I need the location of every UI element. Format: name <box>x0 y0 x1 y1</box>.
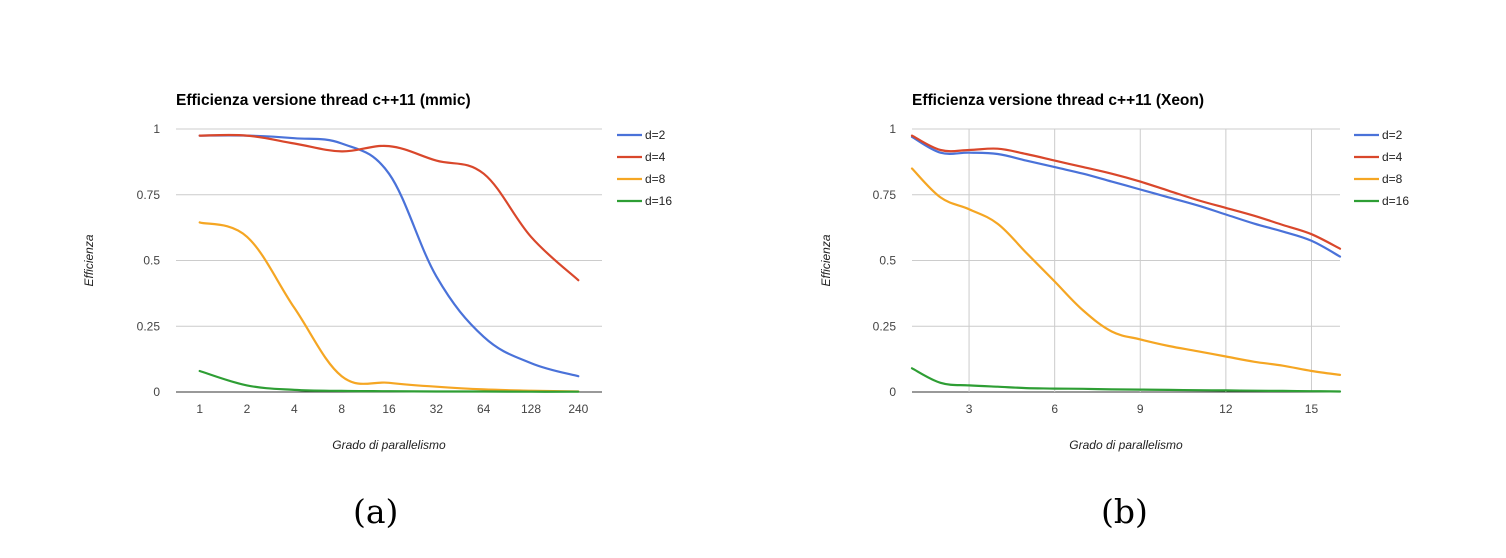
x-tick-label: 1 <box>196 402 203 416</box>
x-tick-label: 64 <box>477 402 491 416</box>
series-line-d2 <box>198 134 580 378</box>
x-tick-label: 2 <box>244 402 251 416</box>
series-line-d8 <box>198 221 580 393</box>
y-tick-label: 0.75 <box>137 188 161 202</box>
caption-a: (a) <box>353 492 399 531</box>
x-tick-label: 3 <box>966 402 973 416</box>
y-axis-title: Efficienza <box>819 234 833 286</box>
x-tick-label: 9 <box>1137 402 1144 416</box>
x-tick-label: 12 <box>1219 402 1233 416</box>
series-line-d16 <box>910 367 1342 393</box>
y-tick-label: 0.5 <box>143 254 160 268</box>
x-tick-label: 240 <box>568 402 588 416</box>
legend-label: d=16 <box>645 194 672 208</box>
series-line-d4 <box>910 134 1342 250</box>
series-line-d16 <box>198 369 580 393</box>
y-tick-label: 0 <box>889 385 896 399</box>
x-tick-label: 128 <box>521 402 541 416</box>
legend-label: d=8 <box>645 172 666 186</box>
legend-label: d=8 <box>1382 172 1403 186</box>
x-axis-title: Grado di parallelismo <box>1069 438 1183 452</box>
caption-b: (b) <box>1101 492 1148 531</box>
chart-mmic: Efficienza versione thread c++11 (mmic) 0… <box>82 92 672 452</box>
y-tick-label: 0 <box>153 385 160 399</box>
chart-xeon: Efficienza versione thread c++11 (Xeon) 0… <box>819 92 1409 452</box>
legend-label: d=2 <box>1382 128 1403 142</box>
x-axis-title: Grado di parallelismo <box>332 438 446 452</box>
x-tick-label: 4 <box>291 402 298 416</box>
x-tick-label: 32 <box>430 402 444 416</box>
x-tick-label: 16 <box>382 402 396 416</box>
x-tick-label: 6 <box>1051 402 1058 416</box>
y-axis-title: Efficienza <box>82 234 96 286</box>
series-line-d4 <box>198 133 580 282</box>
legend-label: d=16 <box>1382 194 1409 208</box>
series-line-d8 <box>910 167 1342 376</box>
y-tick-label: 0.25 <box>873 319 897 333</box>
legend-label: d=2 <box>645 128 666 142</box>
x-tick-label: 15 <box>1305 402 1319 416</box>
chart-title: Efficienza versione thread c++11 (mmic) <box>176 92 471 109</box>
y-tick-label: 0.25 <box>137 319 161 333</box>
y-tick-label: 0.5 <box>879 254 896 268</box>
y-tick-label: 1 <box>153 122 160 136</box>
series-line-d2 <box>910 135 1342 258</box>
y-tick-label: 0.75 <box>873 188 897 202</box>
legend-label: d=4 <box>1382 150 1403 164</box>
y-tick-label: 1 <box>889 122 896 136</box>
x-tick-label: 8 <box>338 402 345 416</box>
chart-title: Efficienza versione thread c++11 (Xeon) <box>912 92 1204 109</box>
legend-label: d=4 <box>645 150 666 164</box>
